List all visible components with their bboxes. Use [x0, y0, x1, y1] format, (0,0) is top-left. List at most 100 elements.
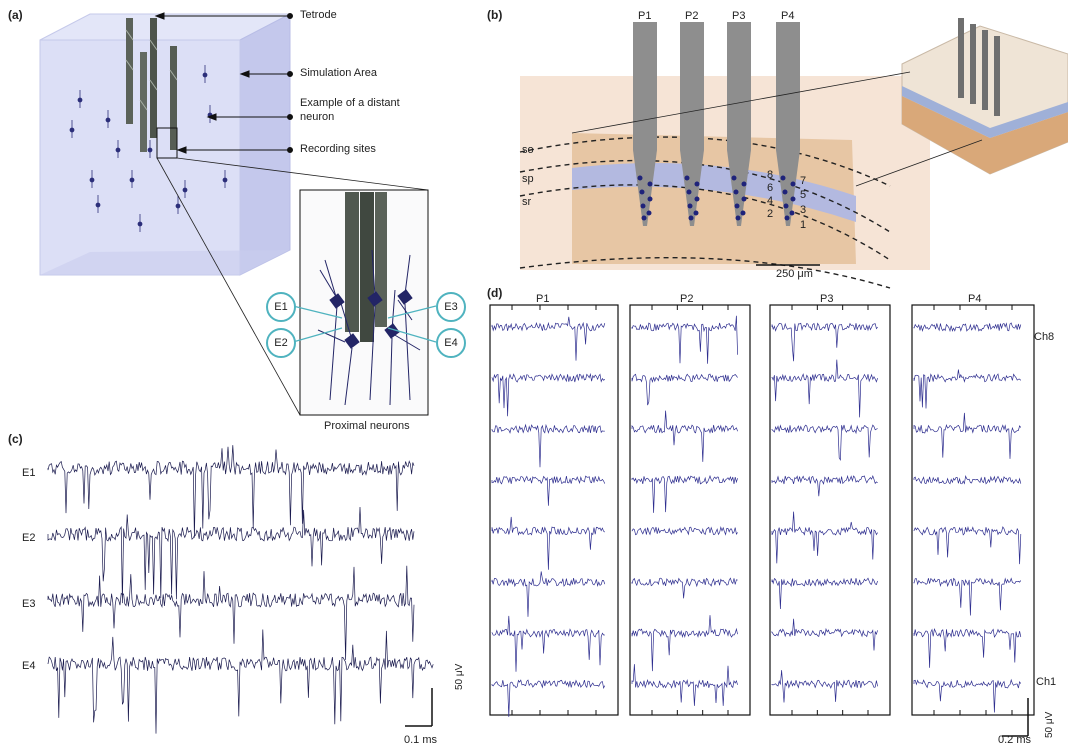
trace-p4-ch1 — [913, 678, 1022, 713]
trace-p1-ch8 — [491, 316, 606, 361]
trace-p1-ch7 — [491, 372, 606, 417]
trace-p3-ch3 — [771, 577, 878, 610]
simulation-cube — [39, 13, 291, 276]
probe-label-p3: P3 — [732, 10, 746, 22]
trace-p3-ch4 — [771, 511, 878, 564]
probes — [633, 22, 800, 226]
panel-d-traces — [489, 304, 1035, 737]
trace-label-e1: E1 — [22, 467, 36, 479]
trace-p4-ch8 — [913, 322, 1022, 333]
distant-neuron-annotation-line2: neuron — [300, 111, 335, 123]
annotation-arrows — [154, 12, 293, 154]
layer-label-sp: sp — [522, 173, 534, 185]
recording-site-dots — [637, 175, 796, 221]
trace-p2-ch5 — [631, 474, 738, 513]
trace-label-e3: E3 — [22, 598, 36, 610]
probe-trace-box-p4 — [911, 304, 1035, 716]
d-probe-label-p1: P1 — [536, 293, 550, 305]
trace-p2-ch4 — [631, 526, 738, 536]
trace-p3-ch6 — [771, 424, 878, 461]
trace-p4-ch7 — [913, 369, 1022, 409]
channel-label-top: Ch8 — [1034, 331, 1055, 343]
trace-p4-ch6 — [913, 412, 1022, 459]
tetrode-wires — [125, 18, 178, 152]
trace-p1-ch5 — [491, 475, 606, 506]
trace-p2-ch7 — [631, 373, 738, 406]
tetrode-annotation: Tetrode — [300, 9, 337, 21]
trace-p1-ch1 — [491, 679, 606, 717]
trace-p4-ch3 — [913, 577, 1022, 616]
probe-trace-box-p1 — [489, 304, 619, 716]
inset-tetrode — [345, 192, 387, 342]
electrode-label-e3: E3 — [436, 292, 466, 322]
electrode-label-e4: E4 — [436, 328, 466, 358]
probe-3d-inset — [901, 18, 1068, 175]
d-probe-label-p3: P3 — [820, 293, 834, 305]
trace-e3 — [47, 565, 415, 660]
scale-c-uv: 50 μV — [454, 663, 465, 690]
panel-a-label: (a) — [8, 8, 23, 22]
trace-p4-ch4 — [913, 525, 1022, 565]
site-number-2: 2 — [767, 208, 774, 220]
trace-p1-ch2 — [491, 615, 605, 672]
trace-p3-ch7 — [771, 359, 878, 418]
trace-label-e4: E4 — [22, 660, 36, 672]
panel-c-label: (c) — [8, 432, 23, 446]
channel-label-bottom: Ch1 — [1036, 676, 1057, 688]
panel-b-figure — [519, 18, 1068, 289]
trace-p2-ch3 — [631, 577, 738, 599]
distant-neuron-annotation-line1: Example of a distant — [300, 97, 400, 109]
panel-b-label: (b) — [487, 8, 503, 22]
trace-e4 — [47, 629, 434, 734]
site-number-5: 5 — [800, 189, 807, 201]
panel-a-figure — [39, 12, 437, 416]
trace-p3-ch5 — [771, 474, 878, 497]
trace-p2-ch1 — [631, 664, 738, 706]
inset-neurons — [317, 249, 421, 406]
site-number-4: 4 — [767, 195, 774, 207]
trace-p3-ch2 — [771, 618, 878, 651]
trace-e2 — [47, 506, 415, 604]
site-number-7: 7 — [800, 175, 807, 187]
d-probe-label-p4: P4 — [968, 293, 982, 305]
probe-label-p2: P2 — [685, 10, 699, 22]
recording-sites-annotation: Recording sites — [300, 143, 376, 155]
layer-label-so: so — [522, 144, 534, 156]
d-probe-label-p2: P2 — [680, 293, 694, 305]
panel-d-label: (d) — [487, 286, 503, 300]
site-number-3: 3 — [800, 204, 807, 216]
probe-trace-box-p2 — [629, 304, 751, 716]
simulation-area-annotation: Simulation Area — [300, 67, 378, 79]
scale-d-uv: 50 μV — [1044, 711, 1055, 738]
trace-e1 — [47, 445, 415, 538]
proximal-neurons-caption: Proximal neurons — [324, 420, 410, 432]
trace-label-e2: E2 — [22, 532, 36, 544]
scale-bar-label: 250 μm — [776, 268, 813, 280]
trace-p1-ch4 — [491, 516, 606, 570]
trace-p2-ch8 — [631, 315, 738, 364]
layer-boundaries — [519, 136, 891, 289]
site-number-6: 6 — [767, 182, 774, 194]
trace-p2-ch6 — [631, 410, 738, 462]
probe-trace-box-p3 — [769, 304, 891, 716]
trace-p4-ch5 — [913, 475, 1022, 485]
site-number-1: 1 — [800, 219, 807, 231]
trace-p1-ch3 — [491, 571, 606, 617]
trace-p4-ch2 — [913, 627, 1022, 668]
electrode-callout-lines — [292, 305, 437, 343]
trace-p1-ch6 — [491, 423, 605, 468]
distant-neurons — [69, 65, 228, 232]
trace-p3-ch8 — [771, 322, 878, 362]
recording-site-box — [156, 127, 178, 159]
panel-c-traces — [47, 445, 434, 734]
probe-label-p4: P4 — [781, 10, 795, 22]
site-number-8: 8 — [767, 169, 774, 181]
electrode-label-e1: E1 — [266, 292, 296, 322]
scale-c-ms: 0.1 ms — [404, 734, 438, 746]
layer-label-sr: sr — [522, 196, 532, 208]
probe-label-p1: P1 — [638, 10, 652, 22]
trace-p3-ch1 — [771, 670, 878, 703]
electrode-label-e2: E2 — [266, 328, 296, 358]
scale-d-ms: 0.2 ms — [998, 734, 1032, 746]
trace-p2-ch2 — [631, 615, 738, 672]
